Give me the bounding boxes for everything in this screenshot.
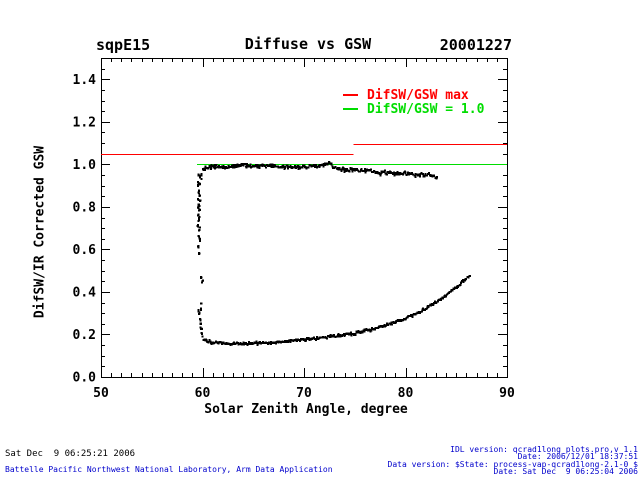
date-label: 20001227 <box>439 36 512 54</box>
footer-data-version: Data version: $State: process-vap-qcrad1… <box>387 459 638 469</box>
legend-unity-label: DifSW/GSW = 1.0 <box>367 102 485 117</box>
axis-ticks <box>101 58 508 378</box>
x-axis-title: Solar Zenith Angle, degree <box>204 402 408 417</box>
y-tick-label: 0.6 <box>73 243 97 258</box>
legend-unity-swatch <box>343 108 358 110</box>
y-tick-label: 0.4 <box>73 285 97 300</box>
plot-title: Diffuse vs GSW <box>244 35 372 53</box>
x-tick-label: 70 <box>296 386 312 401</box>
footer-data-date: Date: Sat Dec 9 06:25:04 2006 <box>493 467 639 477</box>
x-tick-label: 50 <box>93 386 109 401</box>
y-tick-label: 0.0 <box>73 371 97 386</box>
y-tick-label: 1.2 <box>73 115 96 130</box>
x-tick-label: 80 <box>398 386 414 401</box>
footer-idl-version: IDL version: qcrad1long_plots.pro,v 1.1 <box>450 445 638 454</box>
y-tick-label: 0.2 <box>73 328 96 343</box>
scatter-points <box>196 161 471 347</box>
tick-labels: 50 60 70 80 90 0.0 0.2 0.4 0.6 0.8 1.0 1.2 1.4 <box>73 73 515 401</box>
legend-max-swatch <box>343 94 358 96</box>
x-tick-label: 90 <box>499 386 515 401</box>
reference-lines <box>101 144 507 165</box>
x-tick-label: 60 <box>195 386 211 401</box>
y-tick-label: 0.8 <box>73 200 97 215</box>
y-axis-title: DifSW/IR Corrected GSW <box>32 145 48 319</box>
footer-idl-date: Date: 2006/12/01 18:37:51 <box>517 452 638 462</box>
footer-version-block: IDL version: qcrad1long_plots.pro,v 1.1 … <box>387 445 639 477</box>
legend-max-label: DifSW/GSW max <box>367 88 469 103</box>
y-tick-label: 1.0 <box>73 158 97 173</box>
y-tick-label: 1.4 <box>73 73 97 88</box>
site-label: sqpE15 <box>96 36 151 54</box>
footer-organization: Battelle Pacific Northwest National Labo… <box>5 465 333 474</box>
footer-generated-timestamp: Sat Dec 9 06:25:21 2006 <box>5 449 136 459</box>
